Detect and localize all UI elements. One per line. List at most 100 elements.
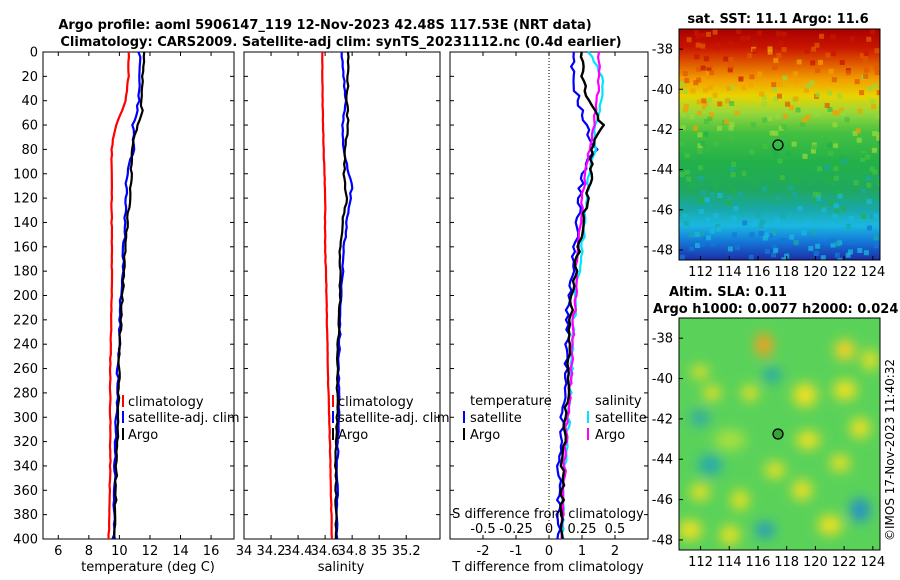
sst-pixel [789, 105, 794, 111]
sla-eddy [763, 367, 781, 383]
sla-map-axes: 112 114 116 118 120 122 124 -38 -40 -42 -44 -46 -48 [652, 332, 885, 570]
sst-pixel [723, 119, 729, 125]
sst-pixel [707, 202, 713, 208]
sst-pixel [815, 92, 821, 98]
sst-pixel [689, 114, 695, 120]
sst-pixel [831, 44, 837, 50]
sst-pixel [866, 36, 872, 42]
sst-pixel [716, 42, 722, 48]
depth-tick-label: 320 [13, 435, 38, 450]
x-tick-label: 34 [236, 544, 253, 559]
sst-pixel [878, 175, 880, 181]
sst-pixel [688, 183, 694, 189]
sst-pixel [875, 113, 880, 119]
depth-axis: 0 20 40 60 80 100 120 140 160 180 200 220 240 260 280 3… [13, 46, 38, 548]
legend-label: Argo [470, 428, 500, 443]
sst-pixel [694, 232, 700, 237]
sst-pixel [800, 121, 806, 127]
sst-pixel [699, 241, 705, 247]
sst-pixel [833, 203, 839, 209]
argo-position-marker [772, 428, 784, 440]
sst-pixel [757, 71, 763, 77]
sst-pixel [716, 226, 722, 232]
sst-pixel [859, 53, 865, 59]
x-tick-label: 0 [545, 544, 553, 559]
sst-pixel [777, 158, 783, 164]
x-top-tick-label: -0.25 [499, 522, 533, 537]
sst-pixel [773, 248, 779, 254]
sst-pixel [877, 179, 880, 185]
legend-swatch-satellite [332, 411, 334, 423]
map-x-tick-label: 122 [832, 555, 857, 570]
sst-pixel [775, 218, 781, 224]
sla-eddy [862, 350, 878, 370]
map-x-tick-label: 114 [717, 265, 742, 280]
sst-pixel [835, 189, 841, 195]
x-top-tick-label: 0.25 [568, 522, 597, 537]
sst-pixel [845, 166, 851, 172]
sst-pixel [789, 234, 795, 240]
sst-pixel [679, 172, 685, 178]
map-x-tick-label: 112 [688, 265, 713, 280]
sst-pixel [781, 31, 787, 37]
sst-pixel [694, 54, 700, 60]
sla-eddy [792, 480, 812, 500]
sst-pixel [860, 157, 866, 162]
sst-pixel [756, 212, 762, 218]
sst-pixel [705, 104, 711, 110]
sst-pixel [783, 113, 789, 119]
sst-pixel [682, 107, 688, 113]
sst-pixel [726, 184, 732, 190]
sla-eddy [765, 462, 785, 478]
sst-pixel [712, 29, 718, 35]
sst-pixel [821, 207, 827, 213]
sst-pixel [728, 84, 734, 90]
sst-map-title: sat. SST: 11.1 Argo: 11.6 [687, 12, 868, 27]
sst-pixel [818, 59, 823, 65]
sst-pixel [793, 78, 799, 84]
depth-tick-label: 140 [13, 216, 38, 231]
sst-pixel [830, 34, 836, 40]
sst-pixel [833, 166, 839, 171]
sst-pixel [778, 125, 784, 131]
sst-pixel [682, 88, 688, 94]
sst-pixel [829, 180, 835, 186]
map-x-tick-label: 118 [774, 555, 799, 570]
sst-pixel [726, 85, 732, 91]
sla-eddy [850, 418, 870, 438]
sst-pixel [697, 110, 702, 116]
depth-tick-label: 0 [30, 46, 38, 61]
sst-pixel [776, 53, 782, 58]
sst-pixel [767, 46, 773, 52]
sst-pixel [712, 92, 718, 98]
sst-pixel [723, 56, 729, 62]
sst-pixel [703, 131, 709, 137]
sst-pixel [747, 53, 753, 59]
sst-pixel [707, 85, 713, 91]
depth-tick-label: 200 [13, 289, 38, 304]
legend-swatch-s-satellite [587, 411, 589, 423]
sst-pixel [837, 193, 843, 199]
sst-pixel [711, 241, 716, 247]
difference-xlabel-top: S difference from climatology [452, 507, 644, 522]
sst-pixel [837, 258, 843, 260]
x-top-tick-label: 0.5 [605, 522, 626, 537]
depth-tick-label: 300 [13, 411, 38, 426]
sst-pixel [778, 41, 784, 46]
sst-pixel [717, 125, 722, 131]
sst-pixel [727, 195, 733, 201]
legend-swatch-climatology [122, 395, 124, 407]
sst-pixel [777, 93, 782, 99]
sst-pixel [873, 65, 879, 71]
sst-pixel [710, 192, 715, 198]
sst-pixel [857, 248, 863, 253]
sst-pixel [724, 159, 730, 165]
sst-pixel [680, 125, 686, 131]
sla-eddy [850, 498, 870, 522]
sst-pixel [819, 158, 825, 164]
sst-pixel [684, 78, 690, 84]
sst-pixel [742, 220, 748, 226]
sst-pixel [731, 161, 737, 167]
sst-pixel [848, 215, 854, 221]
sst-pixel [837, 93, 842, 99]
